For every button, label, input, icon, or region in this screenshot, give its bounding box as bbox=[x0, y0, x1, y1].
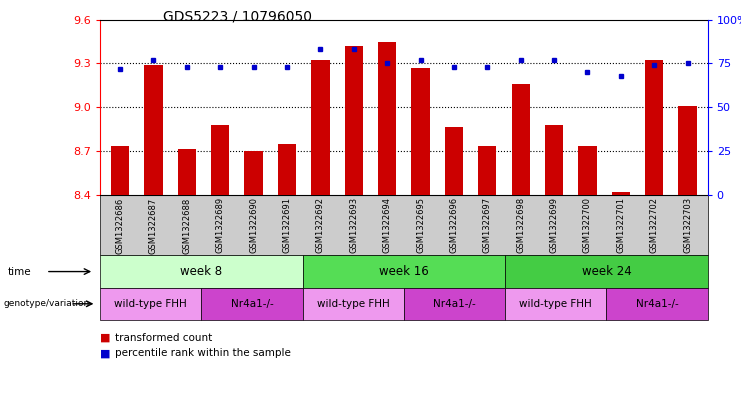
Text: wild-type FHH: wild-type FHH bbox=[519, 299, 592, 309]
Text: ■: ■ bbox=[100, 348, 110, 358]
Bar bbox=[311, 61, 330, 195]
Bar bbox=[245, 151, 263, 195]
Bar bbox=[545, 125, 563, 195]
Text: percentile rank within the sample: percentile rank within the sample bbox=[115, 348, 290, 358]
Text: time: time bbox=[7, 266, 31, 277]
Text: week 8: week 8 bbox=[180, 265, 222, 278]
Bar bbox=[211, 125, 230, 195]
Bar bbox=[645, 61, 663, 195]
Bar bbox=[511, 84, 530, 195]
Bar bbox=[679, 106, 697, 195]
Text: wild-type FHH: wild-type FHH bbox=[317, 299, 390, 309]
Text: Nr4a1-/-: Nr4a1-/- bbox=[636, 299, 679, 309]
Bar bbox=[111, 147, 129, 195]
Text: week 16: week 16 bbox=[379, 265, 429, 278]
Bar bbox=[345, 46, 363, 195]
Bar bbox=[478, 147, 496, 195]
Bar bbox=[411, 68, 430, 195]
Text: week 24: week 24 bbox=[582, 265, 631, 278]
Text: genotype/variation: genotype/variation bbox=[4, 299, 90, 308]
Bar bbox=[611, 192, 630, 195]
Bar bbox=[144, 65, 162, 195]
Bar bbox=[178, 149, 196, 195]
Bar bbox=[578, 147, 597, 195]
Text: Nr4a1-/-: Nr4a1-/- bbox=[433, 299, 476, 309]
Text: Nr4a1-/-: Nr4a1-/- bbox=[230, 299, 273, 309]
Text: ■: ■ bbox=[100, 332, 110, 343]
Text: transformed count: transformed count bbox=[115, 332, 212, 343]
Text: GDS5223 / 10796050: GDS5223 / 10796050 bbox=[163, 10, 312, 24]
Bar bbox=[445, 127, 463, 195]
Bar bbox=[378, 42, 396, 195]
Text: wild-type FHH: wild-type FHH bbox=[114, 299, 187, 309]
Bar bbox=[278, 143, 296, 195]
